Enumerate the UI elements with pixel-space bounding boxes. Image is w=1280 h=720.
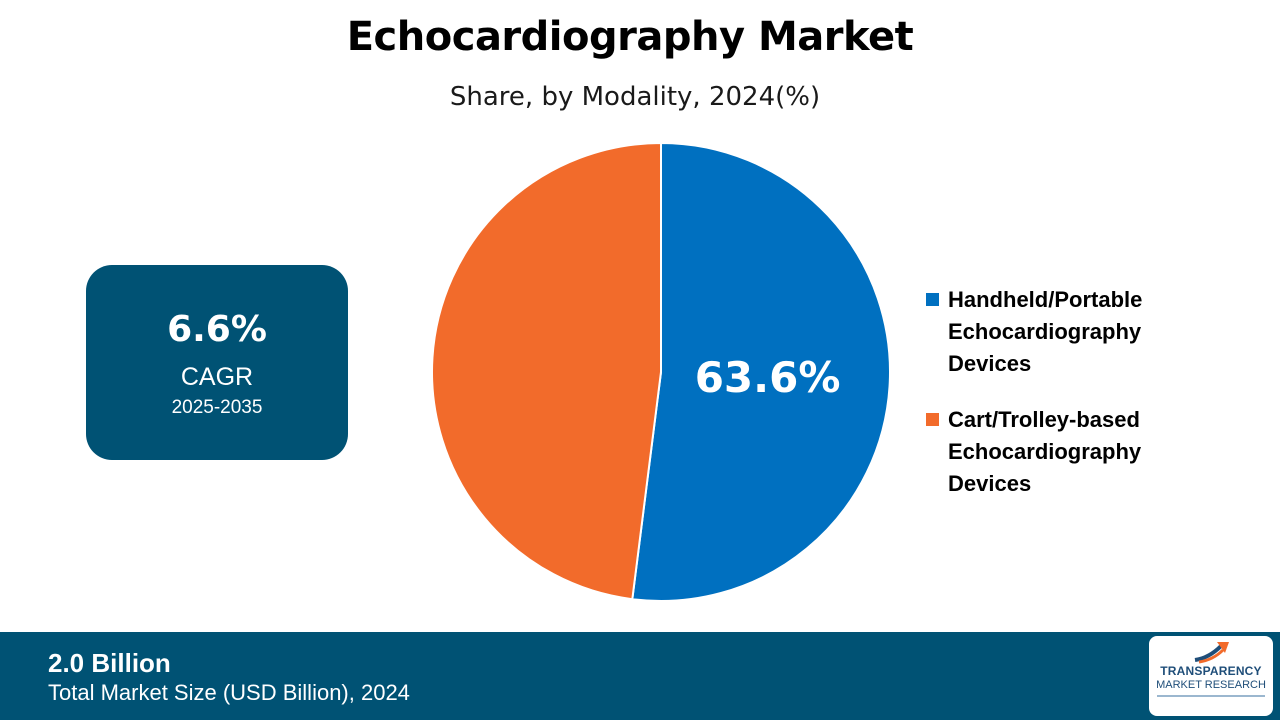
market-size-label: Total Market Size (USD Billion), 2024	[48, 680, 410, 705]
legend-label-line: Devices	[948, 351, 1032, 376]
cagr-value: 6.6%	[167, 309, 267, 350]
logo-divider	[1157, 695, 1265, 697]
legend-label-line: Echocardiography	[948, 319, 1142, 344]
footer-bar: 2.0 Billion Total Market Size (USD Billi…	[0, 632, 1280, 720]
legend-item-cart: Cart/Trolley-based Echocardiography Devi…	[926, 404, 1266, 500]
pie-slice-handheld	[631, 141, 891, 602]
legend-label-line: Echocardiography	[948, 439, 1142, 464]
pie-slice-cart	[431, 141, 662, 601]
cagr-box: 6.6% CAGR 2025-2035	[86, 265, 348, 460]
market-size-value: 2.0 Billion	[48, 648, 171, 678]
chart-subtitle: Share, by Modality, 2024(%)	[449, 82, 821, 112]
legend-swatch-cart	[926, 413, 939, 426]
chart-title: Echocardiography Market	[346, 14, 914, 60]
legend-label-line: Cart/Trolley-based	[948, 407, 1140, 432]
legend-item-handheld: Handheld/Portable Echocardiography Devic…	[926, 284, 1266, 380]
logo-text-transparency: TRANSPARENCY	[1160, 664, 1262, 678]
pie-chart: 63.6%	[431, 141, 891, 602]
legend-swatch-handheld	[926, 293, 939, 306]
cagr-label: CAGR	[180, 363, 254, 391]
cagr-period: 2025-2035	[171, 397, 263, 418]
legend-label-line: Handheld/Portable	[948, 287, 1143, 312]
growth-arrow-icon	[1194, 642, 1229, 664]
legend-label-line: Devices	[948, 471, 1032, 496]
legend: Handheld/Portable Echocardiography Devic…	[926, 284, 1266, 524]
company-logo: TRANSPARENCY MARKET RESEARCH	[1149, 636, 1273, 716]
pie-data-label: 63.6%	[695, 353, 841, 402]
logo-text-market-research: MARKET RESEARCH	[1156, 679, 1266, 691]
